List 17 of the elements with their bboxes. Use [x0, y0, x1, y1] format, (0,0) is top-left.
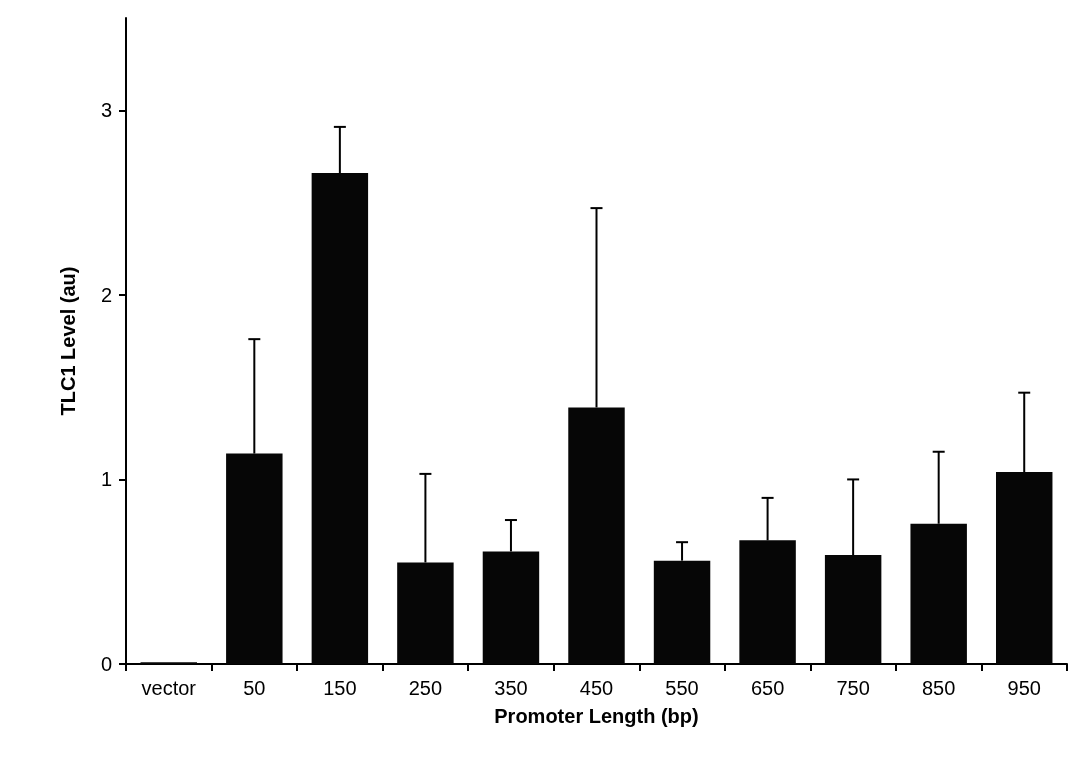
y-tick-label: 2	[100, 283, 112, 306]
x-tick-label: 150	[323, 677, 357, 699]
x-axis-title: Promoter Length (bp)	[494, 705, 699, 727]
x-tick-label: 650	[750, 677, 785, 699]
x-tick-label: 850	[921, 677, 956, 699]
y-tick-label: 0	[100, 653, 112, 675]
y-tick-label: 3	[100, 99, 112, 122]
x-tick-label: 550	[665, 677, 699, 699]
x-tick-label: 250	[408, 677, 443, 699]
x-tick-label: 450	[579, 677, 614, 699]
y-axis-title: TLC1 Level (au)	[57, 266, 79, 416]
x-tick-label: vector	[141, 677, 197, 699]
y-tick-label: 1	[100, 468, 112, 491]
x-tick-label: 750	[836, 677, 870, 699]
x-tick-label: 50	[243, 677, 266, 699]
x-tick-label: 350	[494, 677, 528, 699]
x-tick-label: 950	[1007, 677, 1041, 699]
